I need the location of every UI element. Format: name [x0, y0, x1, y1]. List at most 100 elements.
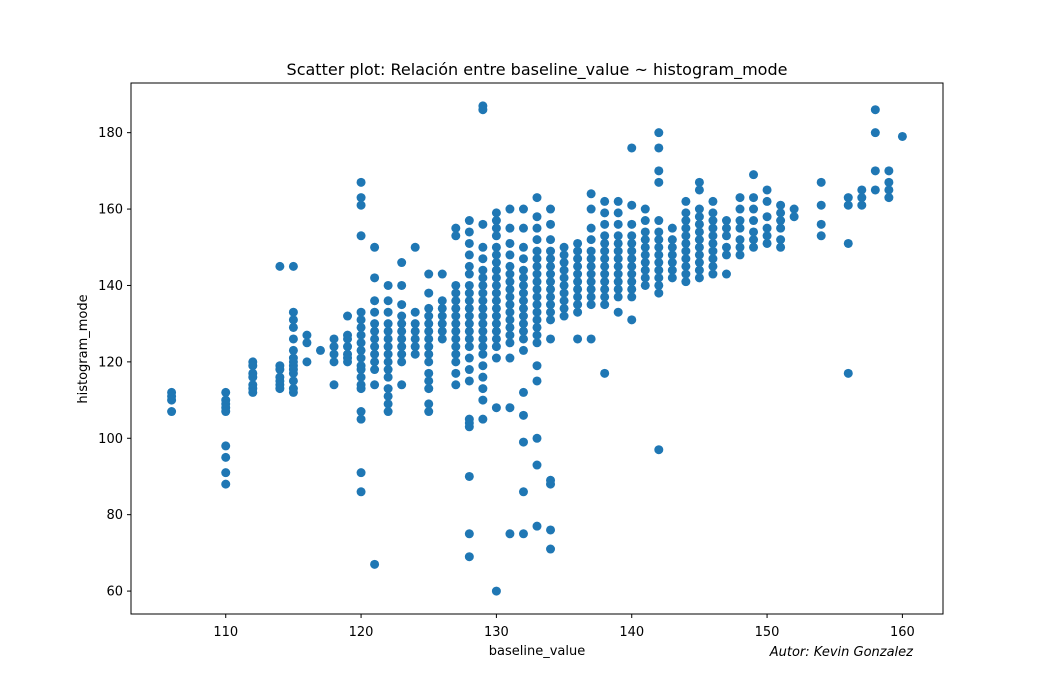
scatter-point-72	[356, 384, 366, 394]
scatter-point-247	[518, 242, 528, 252]
scatter-point-188	[478, 254, 488, 264]
scatter-point-63	[356, 322, 366, 332]
scatter-point-259	[518, 345, 528, 355]
scatter-point-9	[221, 441, 231, 451]
scatter-point-475	[776, 242, 786, 252]
scatter-point-435	[708, 208, 718, 218]
scatter-point-470	[776, 200, 786, 210]
scatter-point-41	[302, 330, 312, 340]
scatter-point-28	[288, 307, 298, 317]
scatter-point-465	[762, 196, 772, 206]
scatter-point-432	[694, 265, 704, 275]
scatter-point-233	[505, 277, 515, 287]
scatter-point-321	[573, 284, 583, 294]
scatter-point-132	[424, 357, 434, 367]
scatter-point-81	[370, 319, 380, 329]
scatter-point-382	[640, 235, 650, 245]
scatter-point-459	[749, 204, 759, 214]
scatter-point-347	[600, 269, 610, 279]
scatter-point-231	[505, 261, 515, 271]
scatter-point-91	[383, 296, 393, 306]
scatter-point-348	[600, 277, 610, 287]
scatter-point-221	[491, 326, 501, 336]
scatter-point-94	[383, 326, 393, 336]
scatter-point-19	[248, 387, 258, 397]
scatter-point-37	[288, 368, 298, 378]
scatter-point-251	[518, 280, 528, 290]
scatter-point-186	[478, 219, 488, 229]
scatter-point-410	[667, 273, 677, 283]
scatter-point-57	[356, 177, 366, 187]
scatter-point-319	[573, 269, 583, 279]
scatter-point-428	[694, 235, 704, 245]
scatter-point-299	[546, 315, 556, 325]
scatter-point-316	[573, 246, 583, 256]
scatter-point-429	[694, 242, 704, 252]
scatter-point-436	[708, 216, 718, 226]
scatter-point-396	[654, 242, 664, 252]
scatter-point-73	[356, 407, 366, 417]
scatter-point-161	[464, 227, 474, 237]
scatter-point-42	[302, 338, 312, 348]
scatter-point-66	[356, 345, 366, 355]
y-tick-label: 120	[98, 355, 123, 370]
scatter-point-256	[518, 319, 528, 329]
scatter-point-246	[518, 223, 528, 233]
scatter-point-167	[464, 288, 474, 298]
scatter-point-339	[600, 196, 610, 206]
scatter-point-483	[843, 200, 853, 210]
scatter-point-262	[518, 437, 528, 447]
scatter-point-400	[654, 273, 664, 283]
scatter-point-286	[532, 521, 542, 531]
scatter-point-101	[383, 384, 393, 394]
scatter-point-311	[559, 288, 569, 298]
scatter-point-241	[505, 338, 515, 348]
scatter-point-145	[451, 223, 461, 233]
scatter-point-294	[546, 277, 556, 287]
scatter-point-76	[356, 487, 366, 497]
scatter-point-98	[383, 357, 393, 367]
scatter-point-130	[424, 342, 434, 352]
scatter-point-128	[424, 326, 434, 336]
x-tick-label: 130	[484, 625, 509, 640]
scatter-point-59	[356, 200, 366, 210]
scatter-point-343	[600, 238, 610, 248]
scatter-point-152	[451, 319, 461, 329]
scatter-point-381	[640, 227, 650, 237]
scatter-point-453	[735, 223, 745, 233]
x-tick-label: 140	[619, 625, 644, 640]
scatter-point-462	[749, 235, 759, 245]
scatter-point-56	[343, 357, 353, 367]
scatter-point-125	[424, 303, 434, 313]
scatter-point-196	[478, 319, 488, 329]
scatter-point-133	[424, 368, 434, 378]
scatter-point-164	[464, 261, 474, 271]
scatter-point-353	[613, 196, 623, 206]
scatter-point-222	[491, 334, 501, 344]
scatter-point-370	[627, 238, 637, 248]
scatter-point-458	[749, 193, 759, 203]
scatter-point-469	[762, 238, 772, 248]
scatter-point-449	[721, 269, 731, 279]
scatter-point-406	[667, 242, 677, 252]
scatter-point-424	[694, 204, 704, 214]
scatter-point-210	[491, 242, 501, 252]
scatter-point-278	[532, 315, 542, 325]
scatter-point-448	[721, 250, 731, 260]
scatter-point-156	[451, 349, 461, 359]
scatter-point-180	[464, 422, 474, 432]
scatter-point-194	[478, 303, 488, 313]
scatter-point-47	[329, 349, 339, 359]
scatter-point-79	[370, 296, 380, 306]
scatter-point-324	[573, 307, 583, 317]
scatter-point-87	[370, 365, 380, 375]
scatter-point-45	[329, 334, 339, 344]
scatter-point-330	[586, 246, 596, 256]
scatter-point-61	[356, 307, 366, 317]
scatter-point-8	[221, 407, 231, 417]
scatter-point-426	[694, 219, 704, 229]
scatter-point-216	[491, 288, 501, 298]
scatter-point-112	[397, 342, 407, 352]
scatter-point-80	[370, 307, 380, 317]
scatter-point-360	[613, 261, 623, 271]
